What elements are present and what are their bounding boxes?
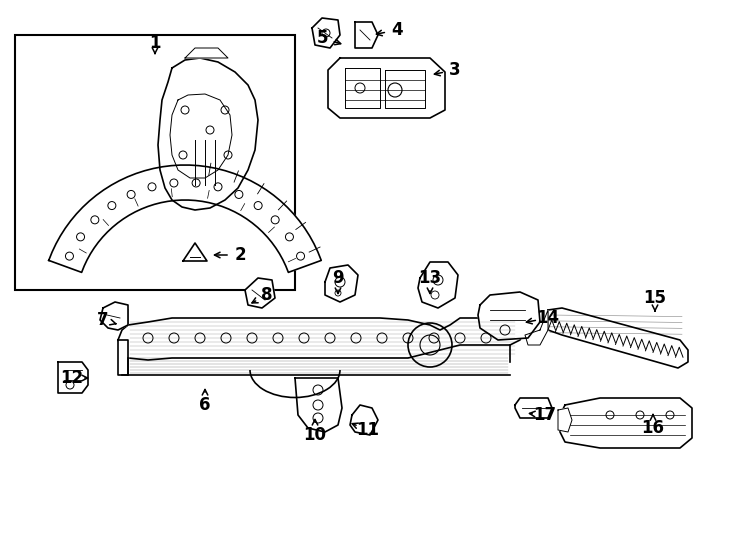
Polygon shape (525, 310, 548, 345)
Text: 6: 6 (199, 396, 211, 414)
Polygon shape (478, 292, 540, 340)
Text: 8: 8 (261, 286, 273, 304)
Polygon shape (418, 262, 458, 308)
Text: 13: 13 (418, 269, 442, 287)
Text: 10: 10 (303, 426, 327, 444)
Text: 4: 4 (391, 21, 403, 39)
Polygon shape (560, 398, 692, 448)
Polygon shape (100, 302, 128, 330)
Text: 1: 1 (149, 34, 161, 52)
Text: 2: 2 (234, 246, 246, 264)
Polygon shape (312, 18, 340, 48)
Polygon shape (350, 405, 378, 435)
Text: 7: 7 (97, 311, 109, 329)
Polygon shape (185, 48, 228, 58)
Polygon shape (118, 310, 525, 360)
Polygon shape (558, 408, 572, 432)
Text: 3: 3 (449, 61, 461, 79)
Polygon shape (355, 22, 378, 48)
Text: 15: 15 (644, 289, 666, 307)
Text: 16: 16 (642, 419, 664, 437)
Polygon shape (118, 340, 128, 375)
Polygon shape (48, 165, 321, 272)
Text: 12: 12 (60, 369, 84, 387)
Text: 17: 17 (534, 406, 556, 424)
Text: 11: 11 (357, 421, 379, 439)
Polygon shape (325, 265, 358, 302)
Text: 14: 14 (537, 309, 559, 327)
Polygon shape (245, 278, 275, 308)
Polygon shape (183, 243, 207, 261)
Text: 5: 5 (316, 29, 328, 47)
Polygon shape (385, 70, 425, 108)
Polygon shape (548, 308, 688, 368)
Bar (15, 35, 295, 290)
Polygon shape (58, 362, 88, 393)
Polygon shape (295, 378, 342, 432)
Polygon shape (328, 58, 445, 118)
Text: 9: 9 (333, 269, 344, 287)
Polygon shape (345, 68, 380, 108)
Polygon shape (515, 398, 552, 418)
Polygon shape (158, 58, 258, 210)
